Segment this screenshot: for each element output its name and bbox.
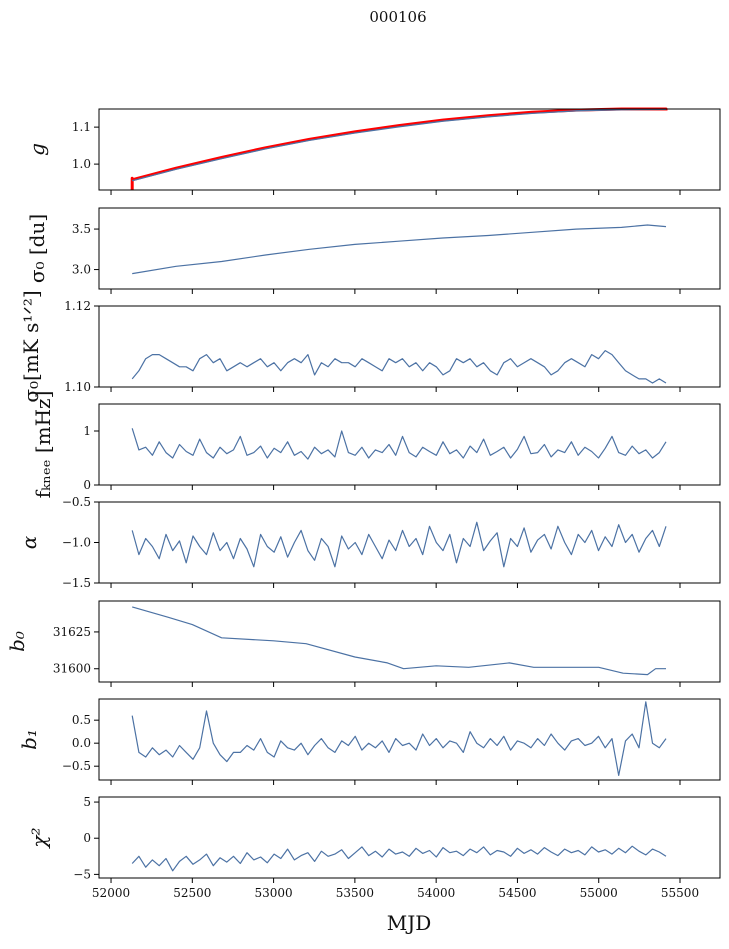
x-tick-label: 53000 xyxy=(255,886,293,900)
y-tick-label: −5 xyxy=(73,867,91,881)
y-tick-label: 0.0 xyxy=(72,736,91,750)
y-tick-label: 31600 xyxy=(53,662,91,676)
x-tick-label: 54000 xyxy=(417,886,455,900)
y-tick-label: 1.0 xyxy=(72,157,91,171)
x-tick-label: 55000 xyxy=(580,886,618,900)
x-tick-label: 52000 xyxy=(92,886,130,900)
y-tick-label: −0.5 xyxy=(62,759,91,773)
x-tick-label: 55500 xyxy=(661,886,699,900)
y-tick-label: 0 xyxy=(83,478,91,492)
series-line-g xyxy=(132,108,667,182)
y-axis-label: b₀ xyxy=(5,631,29,652)
y-tick-label: 1.10 xyxy=(64,380,91,394)
y-axis-label: χ² xyxy=(27,827,51,849)
y-axis-label: σ₀[mK s¹ᐟ²] xyxy=(19,290,43,402)
y-axis-label: b₁ xyxy=(17,729,41,750)
x-axis-label: MJD xyxy=(387,911,432,935)
panel-frame-3 xyxy=(98,305,721,388)
y-tick-label: 3.5 xyxy=(72,222,91,236)
y-tick-label: 0.5 xyxy=(72,713,91,727)
y-tick-label: −1.0 xyxy=(62,536,91,550)
y-axis-label: σ₀ [du] xyxy=(25,214,49,283)
y-axis-label: fₖₙₑₑ [mHz] xyxy=(31,391,55,499)
series-line-b0 xyxy=(132,606,666,676)
y-tick-label: 5 xyxy=(83,795,91,809)
y-tick-label: −1.5 xyxy=(62,576,91,590)
y-tick-label: 3.0 xyxy=(72,263,91,277)
y-tick-label: 1.12 xyxy=(64,299,91,313)
y-tick-label: 31625 xyxy=(53,625,91,639)
series-line-sigma0-du xyxy=(132,224,667,275)
y-tick-label: 1.1 xyxy=(72,120,91,134)
series-line-g-reference xyxy=(130,107,668,190)
panel-frame-7 xyxy=(98,698,721,781)
x-tick-label: 52500 xyxy=(173,886,211,900)
panel-frame-5 xyxy=(98,501,721,584)
panel-frame-4 xyxy=(98,403,721,486)
panel-frame-8 xyxy=(98,796,721,879)
series-line-chi2 xyxy=(131,845,667,872)
y-axis-label: g xyxy=(25,143,49,156)
panel-frame-1 xyxy=(98,108,721,191)
y-tick-label: 1 xyxy=(83,424,91,438)
y-tick-label: 0 xyxy=(83,831,91,845)
x-tick-label: 54500 xyxy=(498,886,536,900)
panel-frame-6 xyxy=(98,600,721,683)
y-axis-label: α xyxy=(17,535,41,549)
series-line-fknee xyxy=(131,428,667,460)
chart-title: 000106 xyxy=(369,8,426,26)
x-tick-label: 53500 xyxy=(336,886,374,900)
series-line-sigma0-mk xyxy=(131,350,667,384)
y-tick-label: −0.5 xyxy=(62,495,91,509)
panel-frame-2 xyxy=(98,207,721,290)
series-line-b1 xyxy=(131,701,667,776)
series-line-alpha xyxy=(131,521,667,568)
